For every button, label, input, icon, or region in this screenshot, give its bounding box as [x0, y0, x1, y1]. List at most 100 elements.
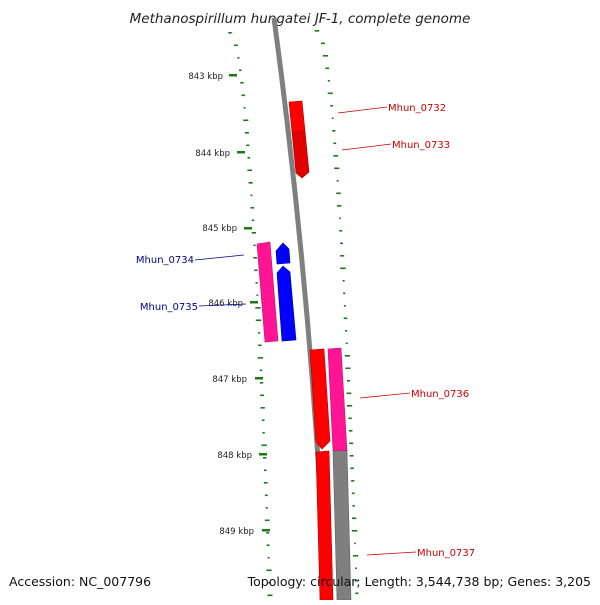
tick-mark: [244, 227, 252, 230]
tick-mark: [262, 529, 270, 532]
gc-dot: [248, 182, 253, 184]
cds-feature-mhun-0734[interactable]: [256, 241, 279, 343]
gc-dot: [355, 592, 359, 595]
gc-dot: [336, 180, 339, 182]
gc-dot: [333, 142, 337, 145]
gc-dot: [267, 594, 273, 597]
tick-label-848: 848 kbp: [217, 451, 252, 461]
gc-dot: [255, 307, 261, 309]
gene-name: Mhun_0737: [417, 548, 475, 559]
gene-label-mhun-0734[interactable]: Mhun_0734: [136, 254, 245, 266]
gc-dot: [346, 392, 352, 395]
gc-dot: [355, 567, 357, 570]
leader-line: [194, 254, 245, 261]
gc-dot: [250, 194, 253, 197]
gene-label-mhun-0736[interactable]: Mhun_0736: [359, 389, 469, 400]
gc-dot: [263, 457, 267, 459]
tick-mark: [229, 74, 237, 77]
gc-dot: [337, 205, 342, 207]
gc-dot: [244, 132, 249, 134]
scale-tick-846: 846 kbp: [208, 299, 258, 309]
gc-dot: [351, 492, 355, 495]
gene-feature-mhun-0735[interactable]: [276, 265, 297, 342]
gc-dot: [348, 430, 353, 432]
gc-dot: [355, 580, 358, 582]
tick-mark: [259, 453, 267, 456]
gc-dot: [334, 167, 340, 170]
gc-dot: [240, 82, 244, 84]
gc-dot: [250, 207, 255, 209]
cds-feature-mhun-0736[interactable]: [327, 347, 348, 452]
gc-dot: [339, 217, 341, 220]
leader-line: [359, 392, 411, 399]
gc-dot: [346, 380, 351, 382]
gene-name: Mhun_0733: [392, 140, 450, 151]
scale-tick-848: 848 kbp: [217, 451, 267, 461]
gc-dot: [241, 94, 246, 97]
gc-dot: [264, 494, 268, 497]
gc-dot: [353, 555, 359, 557]
gc-dot: [228, 32, 232, 34]
scale-tick-849: 849 kbp: [219, 527, 270, 537]
gene-feature-mhun-0732[interactable]: [288, 100, 306, 133]
gc-dot: [349, 442, 354, 445]
gene-label-mhun-0735[interactable]: Mhun_0735: [140, 302, 247, 313]
gc-dot: [349, 455, 354, 457]
gc-dot: [243, 119, 249, 122]
gc-dot: [351, 480, 355, 482]
gc-dot: [333, 155, 339, 157]
gc-dot: [346, 405, 353, 407]
gene-feature-mhun-0736[interactable]: [309, 348, 331, 450]
gc-dot: [234, 44, 238, 47]
gc-dot: [264, 469, 267, 472]
gc-dot: [345, 330, 348, 332]
gene-label-mhun-0737[interactable]: Mhun_0737: [366, 548, 475, 559]
gc-dot: [332, 130, 336, 132]
gc-dot: [237, 57, 240, 59]
genome-summary-text: Topology: circular; Length: 3,544,738 bp…: [247, 574, 591, 589]
gc-dot: [350, 467, 354, 470]
gc-dot: [251, 219, 255, 222]
tick-label-845: 845 kbp: [202, 224, 237, 234]
gc-dot: [351, 530, 358, 532]
gc-dot: [339, 230, 343, 232]
map-title: Methanospirillum hungatei JF-1, complete…: [130, 11, 471, 27]
gc-dot: [266, 532, 270, 534]
leader-line: [198, 303, 247, 307]
gc-dot: [343, 305, 346, 307]
gc-dot: [264, 519, 270, 522]
gc-dot: [352, 505, 355, 507]
gc-dot: [258, 344, 262, 347]
gc-dot: [267, 557, 270, 559]
gc-dot: [261, 419, 265, 422]
scale-tick-843: 843 kbp: [188, 72, 237, 82]
gc-dot: [254, 269, 258, 272]
gc-dot: [243, 107, 246, 109]
gc-dot: [336, 192, 341, 195]
gene-label-mhun-0732[interactable]: Mhun_0732: [337, 103, 446, 114]
gene-label-mhun-0733[interactable]: Mhun_0733: [341, 140, 450, 151]
gc-dot: [340, 267, 346, 270]
gc-dot: [251, 232, 256, 234]
gc-dot: [340, 242, 343, 245]
gene-feature-mhun-0733[interactable]: [291, 130, 310, 179]
gene-name: Mhun_0734: [136, 255, 194, 266]
leader-line: [366, 551, 417, 556]
tick-label-846: 846 kbp: [208, 299, 243, 309]
leader-line: [341, 143, 392, 151]
gc-dot: [246, 144, 250, 147]
gc-dot: [260, 407, 265, 409]
gc-dot: [322, 55, 328, 57]
gc-dot: [331, 117, 334, 120]
gene-name: Mhun_0732: [388, 103, 446, 114]
gc-dot: [259, 369, 263, 372]
accession-text: Accession: NC_007796: [9, 574, 151, 589]
gc-dot: [327, 80, 330, 82]
gc-dot: [352, 517, 357, 520]
tick-mark: [250, 301, 258, 304]
gene-feature-mhun-0734[interactable]: [275, 242, 291, 265]
gc-dot: [253, 257, 258, 259]
tick-label-844: 844 kbp: [195, 149, 230, 159]
gc-dot: [260, 394, 264, 397]
gc-dot: [330, 105, 333, 107]
